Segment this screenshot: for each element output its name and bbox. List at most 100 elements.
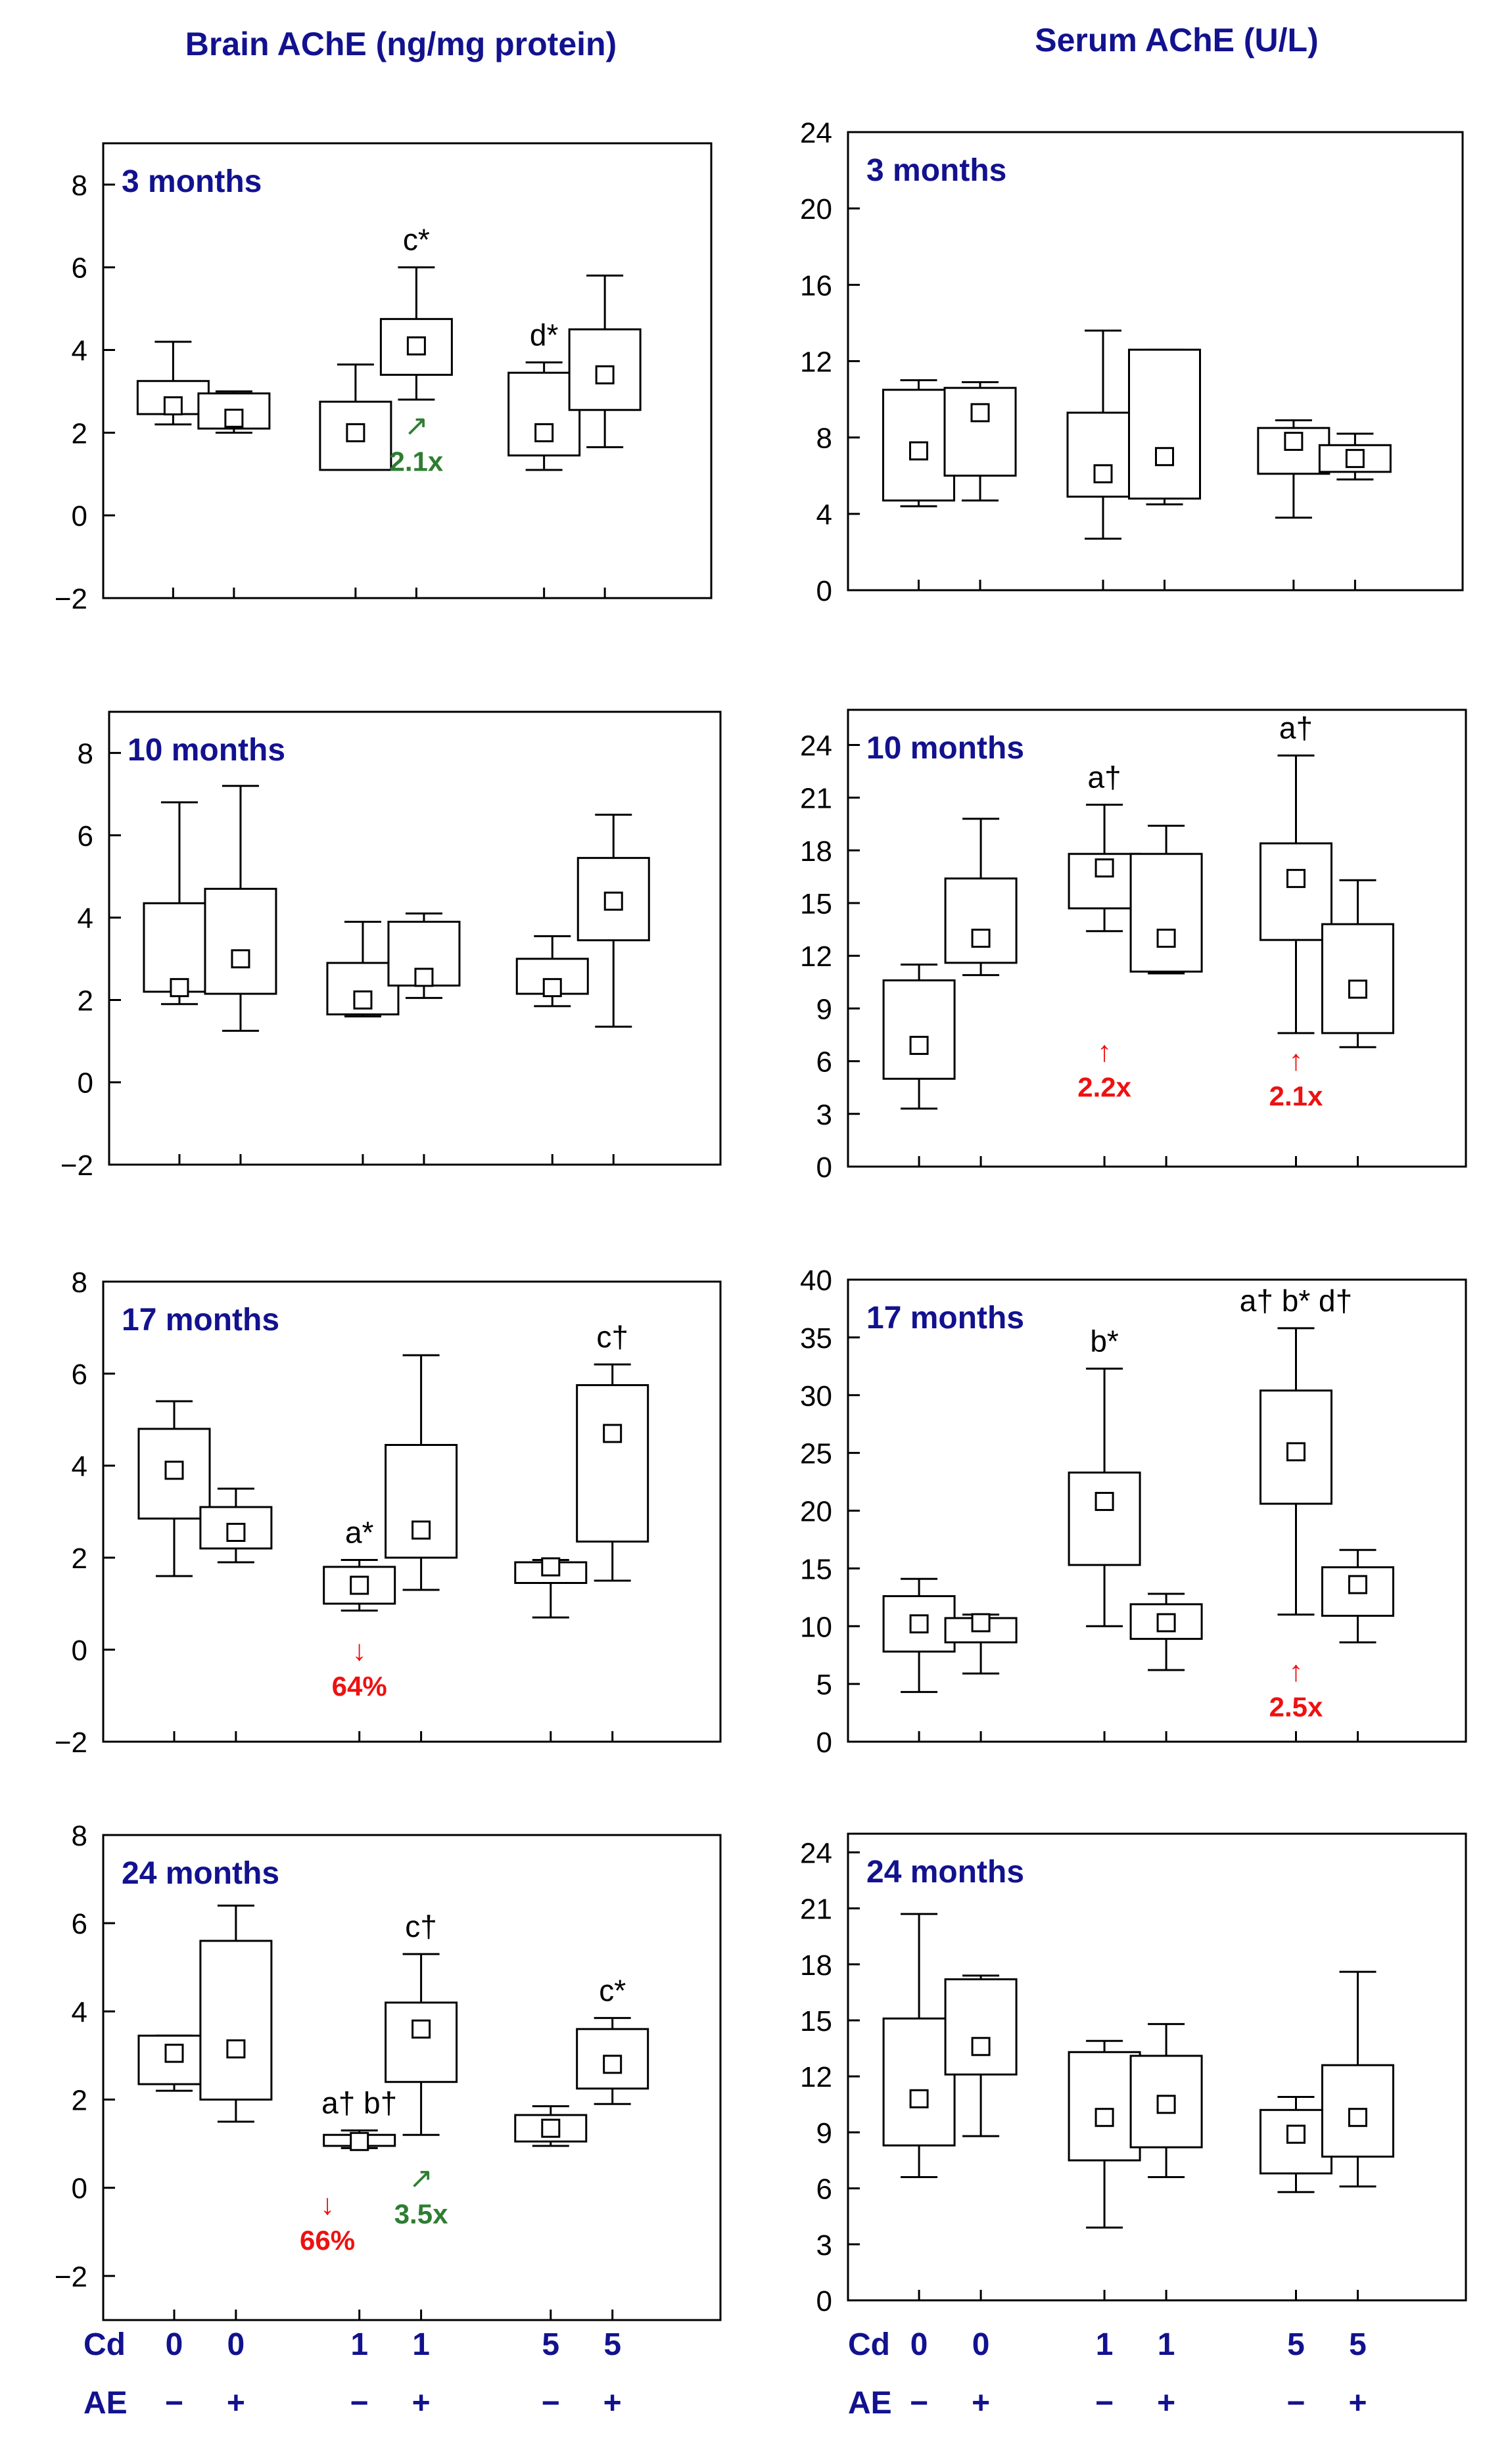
iqr-box [385,1444,458,1559]
y-tick-label: 20 [800,193,832,225]
change-arrow: ↗ [404,409,429,442]
box-1 [137,2034,211,2092]
mean-marker [412,1520,431,1540]
box-4 [1128,348,1202,505]
y-tick-label: 15 [800,888,832,920]
x-row-value: 1 [350,2327,368,2362]
mean-marker [971,2037,991,2057]
box-2 [944,1613,1018,1675]
y-tick-label: 6 [72,252,87,285]
panel-brain-3: −2 0 2 4 6 8 3 months c* d* ↗ 2.1x [55,142,713,615]
x-row-value: 0 [227,2327,245,2362]
x-row-ae-serum: AE − + − + − + [848,2386,1367,2421]
iqr-box [882,979,956,1080]
mean-marker [1156,929,1176,948]
change-arrow: ↑ [1289,1044,1304,1077]
x-row-value: + [1157,2386,1175,2421]
significance-label: a* [345,1516,374,1550]
x-row-value: + [412,2386,431,2421]
box-4: c† [385,1909,458,2136]
mean-marker [346,423,365,442]
plot-frame [847,1832,1467,2302]
y-tick-label: 6 [72,1359,87,1391]
mean-marker [534,423,554,442]
y-tick-label: 2 [78,985,93,1017]
iqr-box [1129,852,1203,973]
box-4 [387,912,461,999]
mean-marker [170,978,189,998]
box-5 [514,1557,588,1619]
y-tick-label: 24 [800,117,832,149]
y-tick-label: 2 [72,417,87,450]
mean-marker [164,2043,184,2063]
significance-label: c* [599,1973,626,2007]
mean-marker [971,929,991,948]
x-row-value: 0 [972,2327,990,2362]
x-row-value: + [1348,2386,1367,2421]
x-row-value: − [1286,2386,1305,2421]
y-tick-label: −2 [55,583,87,615]
y-tick-label: 9 [816,993,832,1025]
mean-marker [542,978,562,998]
y-tick-label: 8 [78,738,93,770]
iqr-box [1068,1472,1141,1566]
mean-marker [350,2131,369,2151]
box-2 [197,390,271,434]
y-tick-label: 5 [816,1669,832,1701]
change-arrow: ↓ [352,1635,367,1667]
mean-marker [226,1523,246,1542]
significance-label: a† b* d† [1240,1284,1352,1318]
panel-serum-3: 0 4 8 12 16 20 24 3 months [800,117,1464,607]
mean-marker [1284,431,1304,451]
mean-marker [1345,449,1365,469]
x-row-value: 5 [542,2327,559,2362]
panel-title: 3 months [122,164,262,199]
change-label: 2.1x [390,446,444,477]
box-5: a† [1259,711,1332,1034]
box-5 [1257,419,1330,519]
mean-marker [1156,2095,1176,2114]
box-3 [326,920,400,1018]
x-row-ae-brain: AE − + − + − + [83,2386,622,2421]
change-arrow: ↑ [1289,1655,1304,1687]
box-5 [1259,2095,1332,2193]
box-1 [882,964,956,1110]
box-4 [1129,824,1203,975]
significance-label: c† [405,1909,437,1943]
x-row-value: + [603,2386,622,2421]
box-1 [882,1577,956,1693]
y-tick-label: 15 [800,1553,832,1585]
mean-marker [909,441,929,461]
y-tick-label: 6 [72,1908,87,1940]
y-tick-label: 6 [78,820,93,852]
x-row-value: 0 [166,2327,183,2362]
x-row-value: − [350,2386,369,2421]
box-6 [1321,1970,1394,2188]
y-tick-label: 30 [800,1380,832,1412]
iqr-box [1321,923,1394,1034]
box-3: b* [1068,1324,1141,1627]
y-tick-label: 20 [800,1496,832,1528]
y-tick-label: 3 [816,1099,832,1131]
iqr-box [1259,1389,1332,1505]
y-tick-label: 18 [800,1949,832,1982]
box-6 [568,274,642,448]
x-row-value: − [165,2386,183,2421]
box-1 [143,801,216,1006]
y-tick-label: 24 [800,730,832,762]
mean-marker [603,891,623,911]
mean-marker [603,1424,623,1443]
plot-frame [847,709,1467,1168]
mean-marker [1155,447,1175,467]
x-row-value: + [972,2386,990,2421]
mean-marker [909,2089,929,2108]
iqr-box [1068,2051,1141,2162]
mean-marker [1286,2124,1306,2144]
panel-title: 3 months [866,153,1006,188]
iqr-box [943,386,1017,477]
significance-label: a† b† [321,2086,397,2120]
mean-marker [971,1613,991,1633]
y-tick-label: 0 [816,1727,832,1759]
box-3: a† b† [321,2086,397,2151]
y-tick-label: 2 [72,2085,87,2117]
